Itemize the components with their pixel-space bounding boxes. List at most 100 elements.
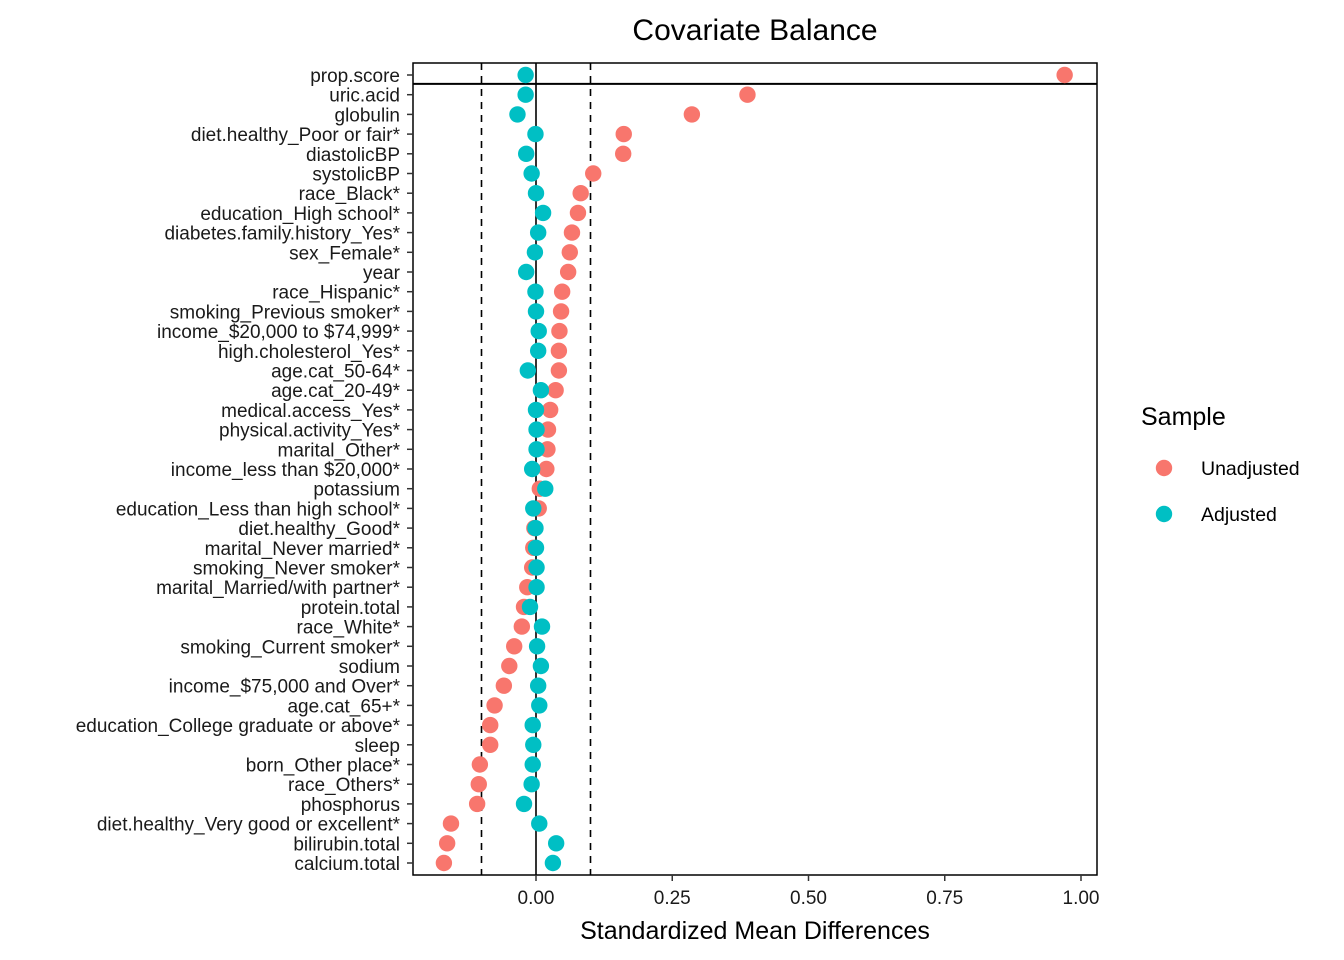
y-tick-label: diet.healthy_Very good or excellent* (97, 815, 401, 836)
y-tick-label: age.cat_20-49* (271, 381, 400, 402)
point-adjusted (524, 756, 541, 773)
y-tick-label: smoking_Current smoker* (180, 637, 400, 658)
y-tick-label: high.cholesterol_Yes* (218, 342, 401, 363)
y-tick-label: diabetes.family.history_Yes* (164, 224, 400, 245)
y-tick-label: smoking_Previous smoker* (170, 302, 401, 323)
point-adjusted (528, 441, 545, 458)
point-unadjusted (539, 421, 557, 438)
point-unadjusted (435, 854, 453, 872)
point-unadjusted (495, 677, 513, 694)
y-tick-label: diastolicBP (306, 145, 400, 166)
point-adjusted (523, 776, 540, 793)
point-adjusted (528, 421, 545, 438)
point-adjusted (531, 815, 548, 832)
y-tick-label: potassium (313, 480, 400, 501)
point-adjusted (517, 86, 534, 103)
point-unadjusted (541, 401, 559, 419)
point-adjusted (527, 185, 545, 202)
y-tick-label: year (363, 263, 401, 284)
point-unadjusted (506, 638, 523, 655)
legend-key-unadjusted (1155, 459, 1173, 477)
point-unadjusted (471, 756, 489, 773)
x-tick-label: 0.50 (790, 888, 827, 909)
x-tick-label: 0.75 (926, 888, 963, 909)
y-tick-label: income_less than $20,000* (171, 460, 401, 481)
point-unadjusted (739, 86, 756, 103)
point-unadjusted (615, 125, 632, 143)
series-adjusted (509, 66, 565, 872)
point-adjusted (530, 322, 547, 340)
point-adjusted (528, 638, 546, 655)
y-tick-label: race_Hispanic* (272, 283, 400, 304)
y-tick-label: education_College graduate or above* (76, 716, 401, 737)
y-tick-label: marital_Married/with partner* (156, 578, 401, 599)
point-unadjusted (538, 460, 555, 478)
x-tick-label: 0.25 (654, 888, 691, 909)
chart-title: Covariate Balance (632, 14, 877, 47)
point-adjusted (547, 835, 565, 852)
y-tick-label: globulin (335, 105, 401, 126)
point-adjusted (517, 145, 535, 162)
point-adjusted (533, 618, 551, 635)
point-unadjusted (513, 618, 531, 635)
point-unadjusted (486, 697, 503, 714)
point-adjusted (523, 165, 540, 182)
point-unadjusted (559, 263, 577, 281)
point-adjusted (517, 66, 534, 84)
point-adjusted (525, 736, 542, 753)
y-tick-label: race_Black* (299, 184, 401, 205)
point-adjusted (529, 342, 547, 359)
y-tick-label: sex_Female* (289, 243, 400, 264)
y-tick-label: marital_Never married* (205, 539, 401, 560)
y-axis: prop.scoreuric.acidglobulindiet.healthy_… (76, 66, 413, 875)
point-unadjusted (563, 224, 581, 241)
point-adjusted (529, 224, 547, 241)
y-tick-label: sodium (339, 657, 400, 678)
legend-label-unadjusted: Unadjusted (1201, 458, 1300, 480)
point-unadjusted (547, 382, 564, 399)
point-unadjusted (482, 716, 499, 734)
point-unadjusted (551, 322, 568, 340)
y-tick-label: protein.total (301, 598, 400, 619)
point-adjusted (519, 362, 537, 379)
y-tick-label: medical.access_Yes* (221, 401, 400, 422)
y-tick-label: marital_Other* (278, 440, 401, 461)
legend: Sample Unadjusted Adjusted (1141, 403, 1300, 526)
point-unadjusted (482, 736, 499, 753)
x-axis-label: Standardized Mean Differences (580, 917, 930, 945)
point-unadjusted (561, 244, 578, 261)
y-tick-label: race_Others* (288, 775, 401, 796)
x-tick-label: 1.00 (1063, 888, 1100, 909)
point-unadjusted (470, 776, 487, 793)
y-tick-label: bilirubin.total (293, 834, 400, 855)
point-adjusted (526, 244, 544, 261)
point-adjusted (544, 854, 562, 872)
point-adjusted (527, 125, 544, 143)
panel-border (412, 62, 1098, 876)
point-unadjusted (553, 283, 571, 300)
y-tick-label: income_$20,000 to $74,999* (157, 322, 401, 343)
point-unadjusted (468, 795, 486, 813)
y-tick-label: born_Other place* (246, 756, 401, 777)
legend-title: Sample (1141, 403, 1226, 431)
point-unadjusted (615, 145, 632, 162)
y-tick-label: education_High school* (200, 204, 400, 225)
y-tick-label: calcium.total (294, 854, 400, 875)
point-unadjusted (438, 835, 456, 852)
point-adjusted (521, 598, 539, 616)
point-unadjusted (683, 106, 701, 123)
point-unadjusted (572, 185, 589, 202)
point-adjusted (523, 460, 541, 478)
point-adjusted (515, 795, 533, 813)
point-adjusted (525, 500, 542, 517)
point-unadjusted (550, 342, 568, 359)
y-tick-label: uric.acid (329, 86, 400, 107)
y-tick-label: income_$75,000 and Over* (169, 677, 401, 698)
point-adjusted (517, 263, 535, 281)
y-tick-label: phosphorus (301, 795, 400, 816)
point-adjusted (532, 382, 550, 399)
y-tick-label: education_Less than high school* (116, 499, 401, 520)
point-unadjusted (569, 204, 587, 222)
y-tick-label: physical.activity_Yes* (219, 421, 401, 442)
